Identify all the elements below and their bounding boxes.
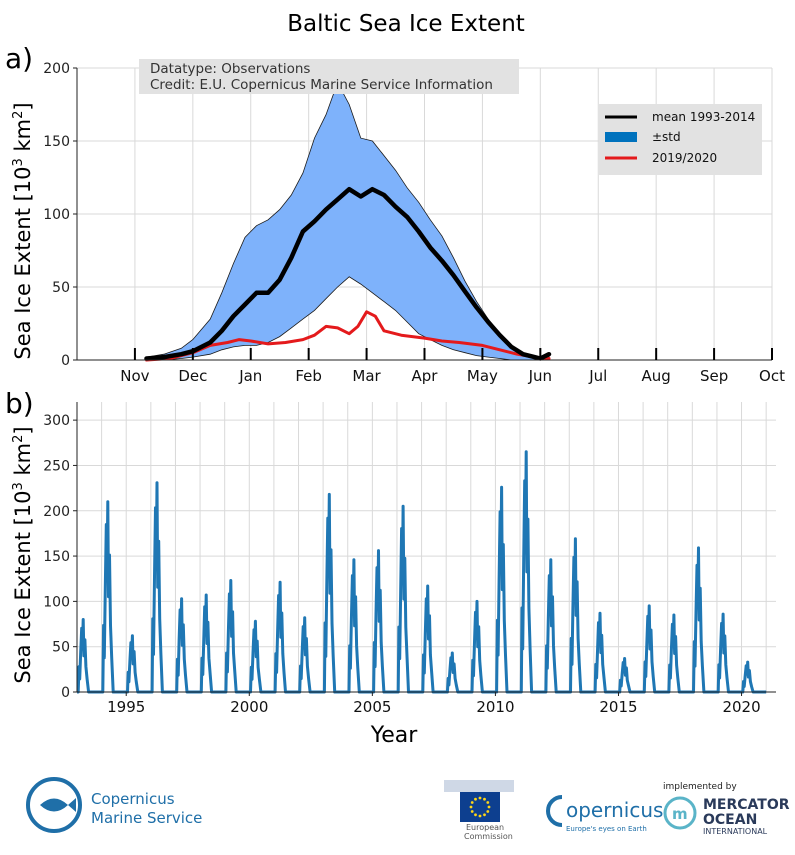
eu-star-icon xyxy=(487,805,491,809)
eu-star-icon xyxy=(469,805,473,809)
info-box: Datatype: Observations Credit: E.U. Cope… xyxy=(139,59,519,94)
panel-b-ytick-label: 200 xyxy=(43,504,70,520)
mercator-line2: OCEAN xyxy=(703,812,757,828)
panel-b-xlabel: Year xyxy=(370,723,419,748)
panel-a-xtick-label: Feb xyxy=(295,367,322,385)
panel-b-ytick-label: 0 xyxy=(61,685,70,701)
panel-b-label: b) xyxy=(5,387,34,420)
panel-b-ytick-label: 250 xyxy=(43,458,70,474)
panel-a-ytick-label: 100 xyxy=(43,207,70,223)
panel-b-grid xyxy=(77,402,776,693)
season-2019-2020-line xyxy=(145,310,551,362)
panel-b-xtick-label: 2010 xyxy=(476,698,514,716)
panel-b-ytick-label: 50 xyxy=(52,640,70,656)
panel-a-ytick-label: 200 xyxy=(43,61,70,77)
mercator-ring-icon xyxy=(663,796,697,830)
panel-b-xtick-label: 1995 xyxy=(107,698,145,716)
info-datatype: Datatype: Observations xyxy=(150,61,310,77)
copernicus-marine-logo: Copernicus Marine Service xyxy=(26,777,202,833)
panel-a-xtick-label: Sep xyxy=(700,367,728,385)
panel-a-xtick-label: Jun xyxy=(528,367,552,385)
panel-b-xtick-label: 2000 xyxy=(230,698,268,716)
panel-a-xtick-label: Jan xyxy=(238,367,262,385)
eu-star-icon xyxy=(470,810,474,813)
mean-1993-2014-line xyxy=(144,186,552,361)
eu-star-icon xyxy=(486,801,490,804)
panel-a-xtick-label: Mar xyxy=(352,367,381,385)
eu-star-icon xyxy=(483,813,486,817)
panel-b-ytick-label: 300 xyxy=(43,413,70,429)
panel-b-ylabel: Sea Ice Extent [103 km2] xyxy=(11,426,35,683)
legend-std-swatch xyxy=(605,132,637,142)
panel-a-ylabel: Sea Ice Extent [103 km2] xyxy=(11,102,35,359)
legend: mean 1993-2014 ±std 2019/2020 xyxy=(599,104,762,175)
std-band-area xyxy=(146,81,550,361)
panel-a-xtick-label: Apr xyxy=(412,367,439,385)
eu-star-icon xyxy=(474,813,477,817)
panel-b-xtick-label: 2015 xyxy=(599,698,637,716)
panel-b-ticks: 1995 2000 2005 2010 2015 2020 0 50 100 150 200 250 3… xyxy=(43,413,760,716)
ec-text1: European xyxy=(466,823,504,832)
legend-std-label: ±std xyxy=(652,130,681,144)
ec-building-icon xyxy=(444,780,514,792)
mercator-line1: MERCATOR xyxy=(703,797,790,813)
panel-a-lines xyxy=(144,186,552,362)
panel-a-xtick-label: Dec xyxy=(178,367,207,385)
cms-line1: Copernicus xyxy=(91,790,175,808)
mercator-line3: INTERNATIONAL xyxy=(703,827,768,836)
panel-a-xtick-label: Jul xyxy=(588,367,607,385)
panel-b-ytick-label: 150 xyxy=(43,549,70,565)
copernicus-logo: opernicus Europe's eyes on Earth xyxy=(546,795,663,833)
panel-a-xtick-label: May xyxy=(467,367,498,385)
info-box-background xyxy=(139,59,519,94)
copernicus-wordmark: opernicus xyxy=(566,798,663,822)
european-commission-logo: European Commission xyxy=(444,780,514,841)
cms-line2: Marine Service xyxy=(91,809,202,827)
panel-a-ytick-label: 0 xyxy=(61,353,70,369)
panel-a-xtick-label: Aug xyxy=(642,367,671,385)
mercator-logo: implemented by m MERCATOR OCEAN INTERNAT… xyxy=(663,782,790,836)
eu-flag-icon xyxy=(460,792,500,822)
panel-b-xtick-label: 2005 xyxy=(353,698,391,716)
panel-b-xtick-label: 2020 xyxy=(722,698,760,716)
legend-mean-label: mean 1993-2014 xyxy=(652,110,755,124)
eu-star-icon xyxy=(474,797,477,801)
eu-star-icon xyxy=(483,797,486,801)
fish-icon xyxy=(40,798,76,812)
panel-b-axes xyxy=(76,402,776,693)
panel-a-xtick-label: Oct xyxy=(759,367,785,385)
eu-star-icon xyxy=(478,796,482,800)
ec-text2: Commission xyxy=(464,832,513,841)
panel-a-std-band xyxy=(146,81,550,361)
panel-a-ytick-label: 150 xyxy=(43,134,70,150)
panel-a-label: a) xyxy=(5,42,33,75)
legend-season-label: 2019/2020 xyxy=(652,151,717,165)
implemented-by: implemented by xyxy=(663,782,737,792)
copernicus-tagline: Europe's eyes on Earth xyxy=(566,825,647,833)
panel-a-ticks: Nov Dec Jan Feb Mar Apr May Jun Jul Aug Sep Oct 0 50 1… xyxy=(43,61,785,385)
panel-a-ytick-label: 50 xyxy=(52,280,70,296)
cms-ring-icon xyxy=(26,777,82,833)
eu-stars-icon xyxy=(469,796,491,818)
eu-star-icon xyxy=(486,810,490,813)
info-credit: Credit: E.U. Copernicus Marine Service I… xyxy=(150,77,493,93)
eu-star-icon xyxy=(470,801,474,804)
mercator-m-icon: m xyxy=(672,805,688,823)
copernicus-c-icon xyxy=(546,795,563,827)
figure-title: Baltic Sea Ice Extent xyxy=(287,11,525,37)
eu-star-icon xyxy=(478,814,482,818)
panel-a-xtick-label: Nov xyxy=(120,367,149,385)
panel-b-ytick-label: 100 xyxy=(43,594,70,610)
